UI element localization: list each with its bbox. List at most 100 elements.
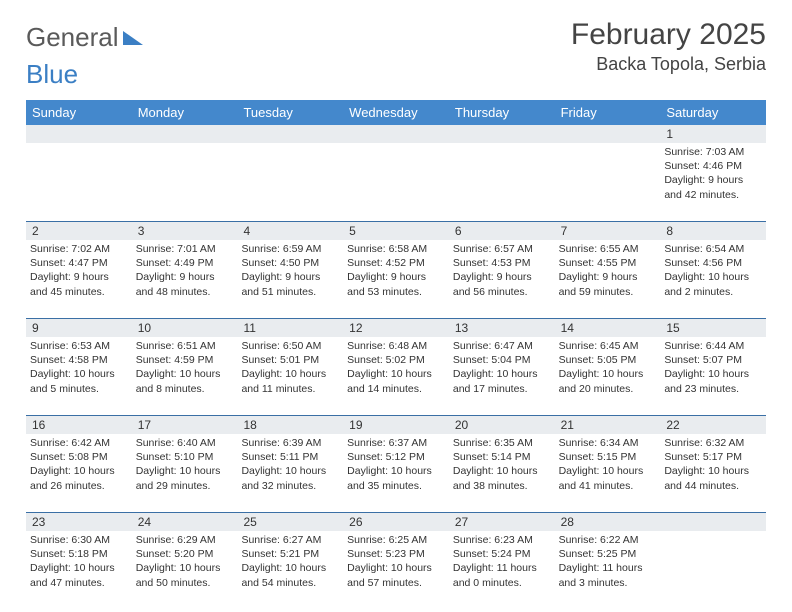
day-number: 28 — [555, 513, 661, 531]
day-cell: Sunrise: 6:32 AMSunset: 5:17 PMDaylight:… — [660, 434, 766, 512]
day-cell — [26, 143, 132, 221]
sunrise-label: Sunrise: 6:23 AM — [453, 533, 551, 547]
sunset-label: Sunset: 4:55 PM — [559, 256, 657, 270]
daylight-label: Daylight: 9 hours and 45 minutes. — [30, 270, 128, 298]
day-cell: Sunrise: 6:27 AMSunset: 5:21 PMDaylight:… — [237, 531, 343, 609]
day-cell: Sunrise: 6:45 AMSunset: 5:05 PMDaylight:… — [555, 337, 661, 415]
weekday-wed: Wednesday — [343, 100, 449, 125]
daylight-label: Daylight: 11 hours and 3 minutes. — [559, 561, 657, 589]
daylight-label: Daylight: 9 hours and 48 minutes. — [136, 270, 234, 298]
sunset-label: Sunset: 5:11 PM — [241, 450, 339, 464]
sunset-label: Sunset: 5:18 PM — [30, 547, 128, 561]
daynum-row: 232425262728 — [26, 512, 766, 531]
day-cell: Sunrise: 6:47 AMSunset: 5:04 PMDaylight:… — [449, 337, 555, 415]
daylight-label: Daylight: 11 hours and 0 minutes. — [453, 561, 551, 589]
day-cell: Sunrise: 6:37 AMSunset: 5:12 PMDaylight:… — [343, 434, 449, 512]
sunset-label: Sunset: 4:46 PM — [664, 159, 762, 173]
sunrise-label: Sunrise: 6:54 AM — [664, 242, 762, 256]
weekday-mon: Monday — [132, 100, 238, 125]
sunrise-label: Sunrise: 6:59 AM — [241, 242, 339, 256]
day-cell: Sunrise: 6:48 AMSunset: 5:02 PMDaylight:… — [343, 337, 449, 415]
day-number: 25 — [237, 513, 343, 531]
weekday-fri: Friday — [555, 100, 661, 125]
day-cell: Sunrise: 6:53 AMSunset: 4:58 PMDaylight:… — [26, 337, 132, 415]
sunset-label: Sunset: 4:59 PM — [136, 353, 234, 367]
sunrise-label: Sunrise: 6:44 AM — [664, 339, 762, 353]
day-number: 21 — [555, 416, 661, 434]
day-number: 11 — [237, 319, 343, 337]
day-cell: Sunrise: 6:57 AMSunset: 4:53 PMDaylight:… — [449, 240, 555, 318]
month-title: February 2025 — [571, 18, 766, 52]
day-number: 18 — [237, 416, 343, 434]
day-number: 15 — [660, 319, 766, 337]
daylight-label: Daylight: 10 hours and 14 minutes. — [347, 367, 445, 395]
sunrise-label: Sunrise: 6:53 AM — [30, 339, 128, 353]
day-number: 1 — [660, 125, 766, 143]
sunset-label: Sunset: 4:50 PM — [241, 256, 339, 270]
sunset-label: Sunset: 5:25 PM — [559, 547, 657, 561]
day-number: 4 — [237, 222, 343, 240]
day-number: 6 — [449, 222, 555, 240]
sunrise-label: Sunrise: 6:27 AM — [241, 533, 339, 547]
day-cell: Sunrise: 6:35 AMSunset: 5:14 PMDaylight:… — [449, 434, 555, 512]
day-number: 27 — [449, 513, 555, 531]
week-row: Sunrise: 6:30 AMSunset: 5:18 PMDaylight:… — [26, 531, 766, 609]
week-row: Sunrise: 6:53 AMSunset: 4:58 PMDaylight:… — [26, 337, 766, 415]
sunrise-label: Sunrise: 6:25 AM — [347, 533, 445, 547]
sunrise-label: Sunrise: 6:29 AM — [136, 533, 234, 547]
day-number: 10 — [132, 319, 238, 337]
daylight-label: Daylight: 10 hours and 47 minutes. — [30, 561, 128, 589]
sunrise-label: Sunrise: 6:22 AM — [559, 533, 657, 547]
day-number: 23 — [26, 513, 132, 531]
weekday-header: Sunday Monday Tuesday Wednesday Thursday… — [26, 100, 766, 125]
day-number — [555, 125, 661, 143]
weekday-tue: Tuesday — [237, 100, 343, 125]
day-number: 16 — [26, 416, 132, 434]
daylight-label: Daylight: 10 hours and 44 minutes. — [664, 464, 762, 492]
sunset-label: Sunset: 5:23 PM — [347, 547, 445, 561]
calendar-grid: Sunday Monday Tuesday Wednesday Thursday… — [26, 100, 766, 609]
day-number: 22 — [660, 416, 766, 434]
sunrise-label: Sunrise: 6:32 AM — [664, 436, 762, 450]
day-number: 26 — [343, 513, 449, 531]
sunset-label: Sunset: 5:05 PM — [559, 353, 657, 367]
sunset-label: Sunset: 5:01 PM — [241, 353, 339, 367]
day-number — [660, 513, 766, 531]
sunrise-label: Sunrise: 7:03 AM — [664, 145, 762, 159]
brand-word2: Blue — [26, 59, 78, 90]
daylight-label: Daylight: 10 hours and 20 minutes. — [559, 367, 657, 395]
day-number: 12 — [343, 319, 449, 337]
sunset-label: Sunset: 5:24 PM — [453, 547, 551, 561]
day-cell: Sunrise: 6:25 AMSunset: 5:23 PMDaylight:… — [343, 531, 449, 609]
sunset-label: Sunset: 5:10 PM — [136, 450, 234, 464]
sunrise-label: Sunrise: 6:40 AM — [136, 436, 234, 450]
daylight-label: Daylight: 9 hours and 51 minutes. — [241, 270, 339, 298]
daylight-label: Daylight: 10 hours and 26 minutes. — [30, 464, 128, 492]
daylight-label: Daylight: 10 hours and 29 minutes. — [136, 464, 234, 492]
week-row: Sunrise: 6:42 AMSunset: 5:08 PMDaylight:… — [26, 434, 766, 512]
sunset-label: Sunset: 5:14 PM — [453, 450, 551, 464]
sunset-label: Sunset: 4:52 PM — [347, 256, 445, 270]
sunrise-label: Sunrise: 6:58 AM — [347, 242, 445, 256]
location-label: Backa Topola, Serbia — [571, 54, 766, 75]
day-cell: Sunrise: 7:01 AMSunset: 4:49 PMDaylight:… — [132, 240, 238, 318]
daylight-label: Daylight: 10 hours and 35 minutes. — [347, 464, 445, 492]
day-number: 9 — [26, 319, 132, 337]
sunrise-label: Sunrise: 6:30 AM — [30, 533, 128, 547]
daynum-row: 16171819202122 — [26, 415, 766, 434]
daylight-label: Daylight: 10 hours and 32 minutes. — [241, 464, 339, 492]
sunrise-label: Sunrise: 6:47 AM — [453, 339, 551, 353]
daylight-label: Daylight: 9 hours and 53 minutes. — [347, 270, 445, 298]
day-number: 17 — [132, 416, 238, 434]
sunset-label: Sunset: 4:53 PM — [453, 256, 551, 270]
sunset-label: Sunset: 5:12 PM — [347, 450, 445, 464]
sunrise-label: Sunrise: 6:51 AM — [136, 339, 234, 353]
sunrise-label: Sunrise: 6:48 AM — [347, 339, 445, 353]
day-cell: Sunrise: 6:42 AMSunset: 5:08 PMDaylight:… — [26, 434, 132, 512]
daylight-label: Daylight: 10 hours and 11 minutes. — [241, 367, 339, 395]
sunset-label: Sunset: 5:17 PM — [664, 450, 762, 464]
daylight-label: Daylight: 10 hours and 5 minutes. — [30, 367, 128, 395]
daylight-label: Daylight: 10 hours and 57 minutes. — [347, 561, 445, 589]
sunset-label: Sunset: 5:08 PM — [30, 450, 128, 464]
title-block: February 2025 Backa Topola, Serbia — [571, 18, 766, 75]
